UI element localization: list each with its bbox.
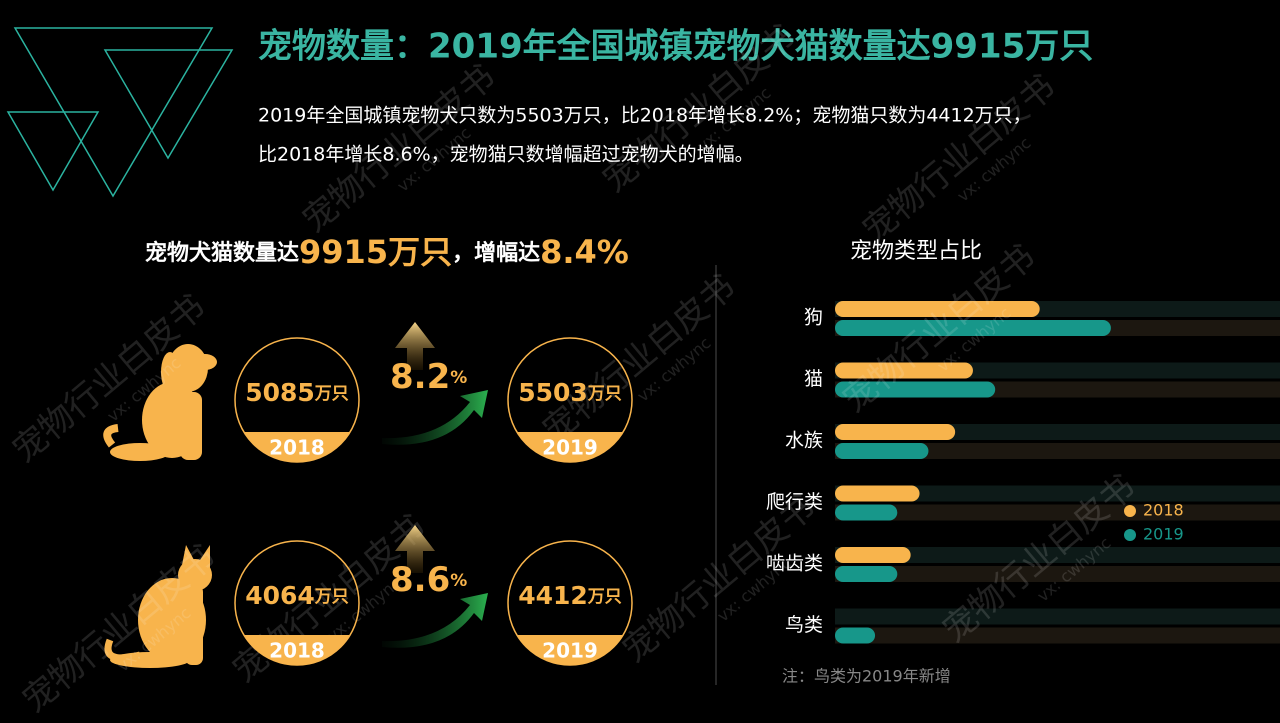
category-label: 啮齿类: [766, 553, 823, 575]
dog-icon: [103, 344, 217, 461]
growth-unit: %: [450, 571, 467, 591]
bar-track: [835, 443, 1280, 459]
summary-total: 9915万只: [299, 233, 452, 271]
growth-value: 8.6: [390, 560, 450, 600]
year-label: 2018: [269, 639, 325, 663]
value-unit: 万只: [587, 587, 622, 607]
year-label: 2019: [542, 436, 598, 460]
chart-note: 注：鸟类为2019年新增: [782, 667, 951, 686]
value-circle: [234, 540, 360, 666]
bar: [835, 381, 996, 398]
summary-lead: 宠物犬猫数量达: [145, 240, 299, 266]
bar: [835, 566, 898, 582]
bar-track: [835, 485, 1280, 502]
bar-track: [835, 608, 1280, 625]
value-circle: [507, 337, 633, 463]
bar-track: [835, 627, 1280, 644]
category-label: 鸟类: [785, 614, 823, 636]
bar-track: [835, 547, 1280, 563]
growth-text: 8.2%: [390, 357, 467, 397]
watermark-text: 宠物行业白皮书: [535, 267, 743, 451]
growth-arrow: [382, 593, 488, 648]
value-number: 5085: [245, 378, 315, 407]
cat-icon: [104, 545, 212, 668]
bar: [835, 362, 973, 379]
category-label: 狗: [804, 307, 823, 329]
chart-title: 宠物类型占比: [850, 239, 982, 264]
bar: [835, 320, 1111, 336]
value-circle: [507, 540, 633, 666]
description-line: 2019年全国城镇宠物犬只数为5503万只，比2018年增长8.2%；宠物猫只数…: [258, 105, 1032, 127]
bar: [835, 424, 956, 440]
value-unit: 万只: [314, 587, 349, 607]
value-unit: 万只: [314, 384, 349, 404]
bar: [835, 547, 911, 563]
year-label: 2019: [542, 639, 598, 663]
legend-label: 2018: [1143, 501, 1184, 520]
value-text: 5503万只: [518, 378, 622, 407]
page-title: 宠物数量：2019年全国城镇宠物犬猫数量达9915万只: [258, 27, 1093, 67]
bar: [835, 443, 929, 459]
watermark-text: 宠物行业白皮书: [615, 487, 823, 671]
year-label: 2018: [269, 436, 325, 460]
bar-track: [835, 504, 1280, 521]
category-label: 水族: [785, 430, 823, 452]
legend-swatch: [1124, 529, 1136, 541]
summary-middle: ，增幅达: [452, 240, 540, 266]
growth-text: 8.6%: [390, 560, 467, 600]
bar: [835, 504, 898, 521]
value-text: 4064万只: [245, 581, 349, 610]
bar: [835, 627, 876, 644]
value-text: 4412万只: [518, 581, 622, 610]
value-number: 5503: [518, 378, 588, 407]
watermark-text: 宠物行业白皮书: [855, 67, 1063, 251]
bar-track: [835, 566, 1280, 582]
category-label: 猫: [804, 368, 823, 390]
up-arrow: [395, 525, 435, 573]
up-arrow: [395, 322, 435, 370]
growth-value: 8.2: [390, 357, 450, 397]
value-text: 5085万只: [245, 378, 349, 407]
growth-arrow: [382, 390, 488, 445]
description-line: 比2018年增长8.6%，宠物猫只数增幅超过宠物犬的增幅。: [258, 144, 754, 166]
summary: 宠物犬猫数量达9915万只，增幅达8.4%: [145, 233, 629, 271]
summary-growth: 8.4%: [540, 233, 629, 271]
bar: [835, 485, 920, 502]
legend-swatch: [1124, 505, 1136, 517]
category-label: 爬行类: [766, 491, 823, 513]
value-number: 4064: [245, 581, 315, 610]
legend-label: 2019: [1143, 525, 1184, 544]
growth-unit: %: [450, 368, 467, 388]
decor-triangles: [6, 27, 234, 198]
value-circle: [234, 337, 360, 463]
bar: [835, 301, 1040, 317]
value-number: 4412: [518, 581, 588, 610]
value-unit: 万只: [587, 384, 622, 404]
